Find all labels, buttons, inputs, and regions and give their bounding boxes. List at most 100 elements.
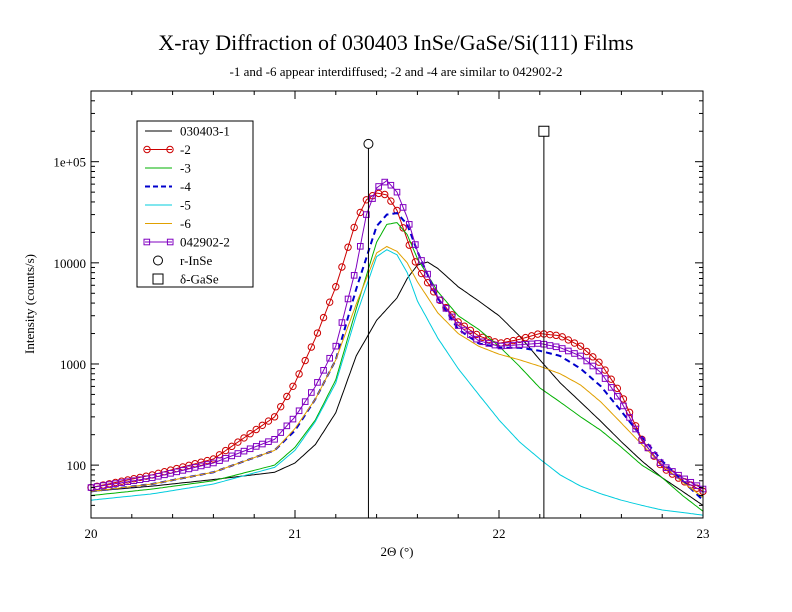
series-line: [90, 245, 704, 498]
data-point: [277, 429, 285, 436]
data-point: [191, 464, 199, 471]
data-point: [332, 283, 340, 291]
data-point: [558, 333, 566, 341]
data-point: [313, 329, 322, 337]
legend-label: -5: [180, 198, 191, 213]
data-point: [252, 425, 260, 434]
data-point: [393, 188, 401, 196]
legend-item: -3: [145, 161, 191, 176]
data-point: [467, 331, 474, 338]
data-point: [130, 477, 138, 484]
data-point: [234, 438, 242, 446]
reference-marker-circle: [363, 138, 374, 149]
data-point: [454, 322, 462, 329]
data-point: [497, 342, 505, 350]
data-point: [589, 353, 597, 361]
data-point: [155, 472, 162, 480]
data-point: [295, 370, 303, 378]
data-point: [148, 474, 156, 482]
axis-ticks: 20 21 22 23 100 1000 10000 1e+05: [53, 90, 710, 541]
data-point: [534, 340, 542, 347]
data-point: [424, 270, 431, 278]
data-point: [442, 305, 450, 312]
series-6: [90, 245, 704, 498]
data-point: [99, 482, 107, 489]
data-point: [185, 465, 193, 473]
data-point: [656, 459, 664, 466]
data-point: [626, 414, 633, 421]
data-point: [265, 438, 272, 445]
data-point: [405, 221, 413, 228]
data-point: [644, 444, 652, 452]
data-point: [669, 468, 676, 475]
data-point: [552, 343, 560, 351]
data-point: [430, 284, 438, 292]
data-point: [338, 263, 346, 271]
series-line: [90, 179, 704, 490]
legend-label: r-InSe: [180, 253, 212, 268]
y-tick-label: 10000: [54, 256, 87, 271]
legend-label: 030403-1: [180, 124, 230, 139]
data-point: [381, 190, 389, 199]
data-point: [614, 392, 621, 400]
legend-label: -6: [180, 216, 191, 231]
data-point: [473, 335, 480, 343]
data-point: [283, 422, 291, 430]
data-point: [387, 197, 395, 205]
data-point: [210, 459, 217, 467]
data-point: [338, 319, 346, 326]
data-point: [326, 354, 333, 362]
data-point: [576, 342, 585, 350]
reference-line: [538, 125, 550, 518]
data-point: [650, 451, 658, 459]
legend-marker: [143, 238, 151, 246]
data-point: [375, 183, 382, 190]
data-point: [344, 295, 352, 303]
data-point: [607, 384, 615, 391]
data-point: [234, 450, 242, 457]
reference-marker-square: [538, 125, 550, 137]
data-point: [363, 211, 370, 218]
data-point: [570, 339, 579, 347]
data-point: [258, 421, 267, 429]
data-point: [222, 454, 229, 462]
data-point: [325, 298, 334, 306]
data-point: [240, 434, 248, 442]
data-point: [399, 204, 407, 211]
data-point: [295, 407, 303, 415]
data-point: [565, 347, 572, 355]
legend-item: 042902-2: [143, 235, 230, 250]
data-point: [301, 398, 309, 405]
data-point: [240, 447, 248, 455]
data-point: [479, 338, 486, 346]
reference-line: [363, 138, 374, 518]
chart-title: X-ray Diffraction of 030403 InSe/GaSe/Si…: [158, 30, 633, 55]
data-point: [136, 476, 144, 484]
data-point: [93, 483, 101, 490]
x-axis-label: 2Θ (°): [381, 544, 414, 559]
legend-marker: [166, 238, 174, 246]
legend-marker: [152, 273, 164, 285]
data-point: [418, 257, 425, 264]
data-point: [638, 437, 646, 444]
data-point: [228, 452, 236, 460]
data-point: [277, 402, 285, 411]
data-point: [620, 402, 627, 410]
y-tick-label: 100: [67, 458, 87, 473]
x-tick-label: 23: [697, 526, 710, 541]
legend-item: -5: [145, 198, 191, 213]
data-point: [308, 389, 315, 396]
data-point: [350, 272, 358, 279]
x-tick-label: 22: [493, 526, 506, 541]
data-point: [412, 241, 419, 248]
series-3: [90, 222, 704, 512]
data-point: [350, 223, 358, 232]
data-point: [693, 482, 701, 489]
data-point: [320, 367, 327, 374]
data-point: [271, 435, 278, 443]
data-point: [687, 478, 695, 486]
legend-marker: [143, 145, 151, 154]
data-point: [632, 425, 639, 433]
data-point: [546, 342, 554, 349]
data-point: [246, 430, 254, 438]
